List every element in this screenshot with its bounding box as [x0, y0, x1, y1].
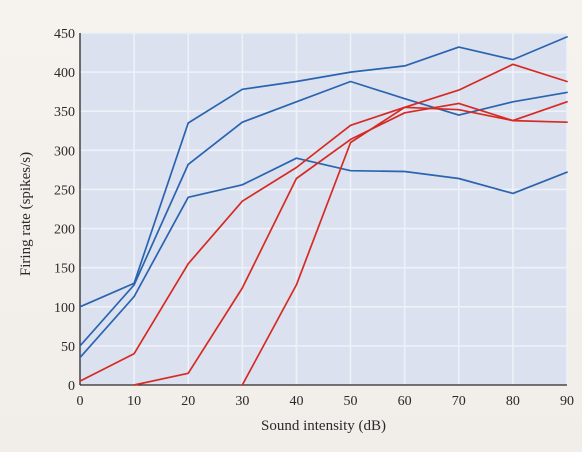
y-tick-label: 300	[54, 144, 75, 159]
x-tick-label: 70	[452, 394, 466, 409]
plot-area	[80, 33, 567, 385]
y-tick-label: 0	[68, 379, 75, 394]
x-tick-label: 30	[235, 394, 249, 409]
x-tick-label: 0	[77, 394, 84, 409]
x-tick-label: 50	[344, 394, 358, 409]
series-line-5	[133, 100, 568, 386]
series-line-3	[79, 157, 568, 359]
x-axis-label: Sound intensity (dB)	[261, 418, 386, 434]
series-line-4	[79, 63, 568, 382]
x-tick-label: 60	[398, 394, 412, 409]
series-line-1	[79, 36, 568, 308]
x-tick-label: 20	[181, 394, 195, 409]
y-tick-label: 400	[54, 66, 75, 81]
y-tick-label: 50	[61, 340, 75, 355]
y-tick-label: 450	[54, 27, 75, 42]
series-line-6	[241, 106, 568, 386]
axes	[79, 33, 567, 386]
x-tick-label: 10	[127, 394, 141, 409]
grid	[80, 32, 568, 385]
y-axis-label: Firing rate (spikes/s)	[18, 152, 34, 276]
series-line-2	[79, 80, 568, 347]
series-layer	[79, 36, 568, 386]
y-tick-label: 350	[54, 105, 75, 120]
y-tick-label: 100	[54, 301, 75, 316]
x-tick-label: 40	[289, 394, 303, 409]
y-tick-label: 150	[54, 262, 75, 277]
y-tick-label: 200	[54, 223, 75, 238]
x-tick-label: 80	[506, 394, 520, 409]
tick-labels: 0 10 20 30 40 50 60 70 80 90 0 50 100 150 200 250 300 350…	[54, 27, 574, 409]
x-tick-label: 90	[560, 394, 574, 409]
y-tick-label: 250	[54, 183, 75, 198]
